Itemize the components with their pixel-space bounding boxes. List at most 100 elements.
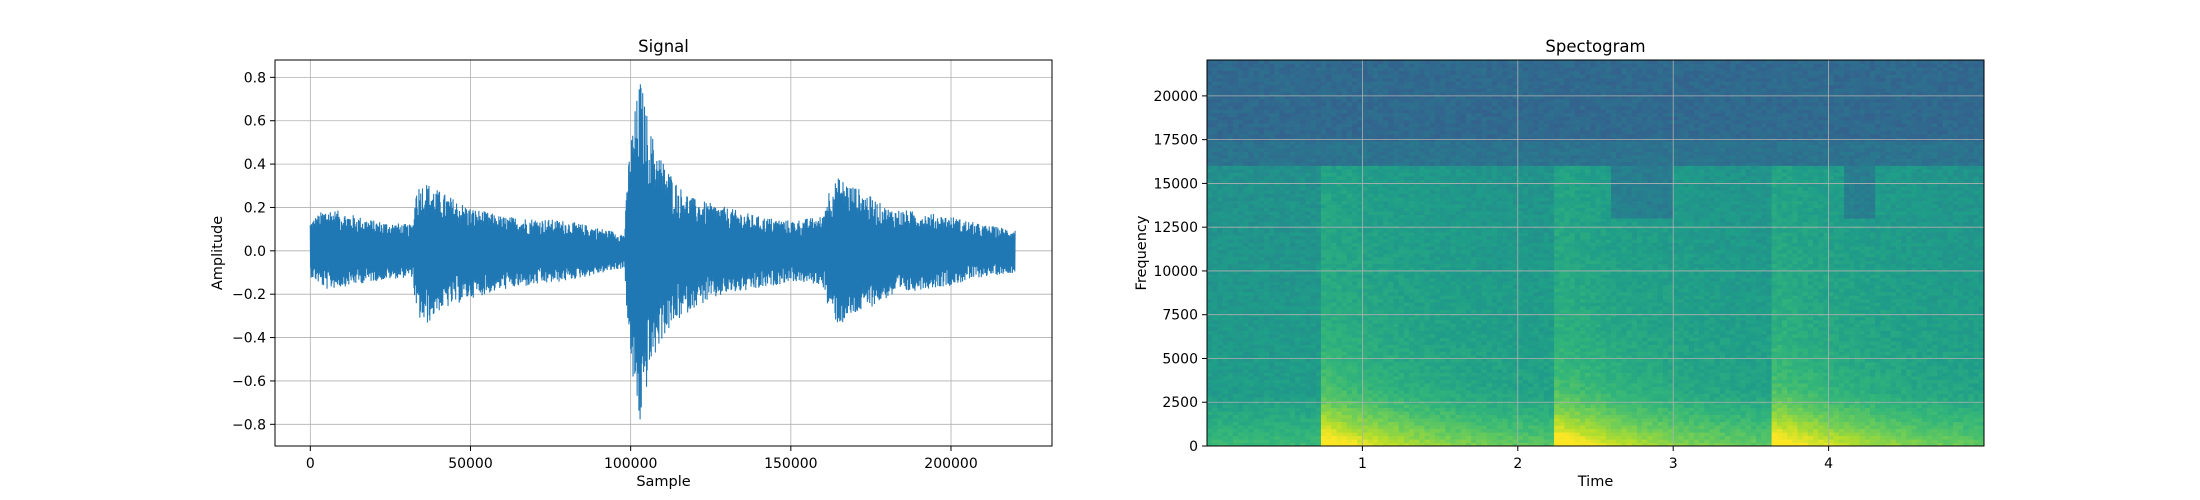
spectrogram-cell: [1243, 60, 1250, 65]
spectrogram-cell: [1300, 105, 1307, 110]
spectrogram-cell: [1357, 284, 1363, 289]
spectrogram-cell: [1331, 375, 1338, 380]
spectrogram-cell: [1222, 277, 1229, 282]
spectrogram-cell: [1388, 281, 1395, 286]
spectrogram-cell: [1263, 354, 1270, 359]
spectrogram-cell: [1414, 431, 1420, 437]
spectrogram-cell: [1310, 140, 1317, 145]
spectrogram-cell: [1362, 319, 1369, 324]
spectrogram-cell: [1295, 263, 1301, 268]
spectrogram-cell: [1232, 302, 1239, 307]
spectrogram-cell: [1232, 424, 1239, 430]
spectrogram-cell: [1403, 196, 1410, 201]
spectrogram-cell: [1320, 193, 1327, 198]
spectrogram-cell: [1326, 67, 1332, 72]
spectrogram-cell: [1357, 74, 1363, 79]
spectrogram-cell: [1295, 95, 1301, 100]
spectrogram-cell: [1248, 340, 1255, 345]
spectrogram-cell: [1258, 119, 1265, 124]
spectrogram-cell: [1367, 319, 1374, 324]
spectrogram-cell: [1336, 323, 1343, 328]
spectrogram-cell: [1305, 424, 1312, 430]
spectrogram-cell: [1315, 84, 1322, 89]
spectrogram-cell: [1217, 231, 1224, 237]
spectrogram-cell: [1263, 214, 1270, 219]
spectrogram-cell: [1222, 60, 1229, 65]
spectrogram-cell: [1346, 123, 1353, 128]
spectrogram-cell: [1388, 74, 1395, 79]
spectrogram-cell: [1419, 351, 1426, 356]
spectrogram-cell: [1300, 340, 1307, 345]
spectrogram-cell: [1352, 158, 1358, 163]
spectrogram-cell: [1248, 368, 1255, 373]
spectrogram-cell: [1310, 414, 1317, 419]
spectrogram-cell: [1212, 284, 1218, 289]
spectrogram-cell: [1419, 393, 1426, 398]
spectrogram-cell: [1310, 98, 1317, 103]
spectrogram-cell: [1409, 442, 1415, 446]
spectrogram-cell: [1274, 354, 1281, 359]
spectrogram-cell: [1419, 238, 1426, 244]
spectrogram-cell: [1429, 119, 1436, 124]
spectrogram-cell: [1274, 165, 1281, 170]
spectrogram-cell: [1331, 438, 1338, 444]
spectrogram-cell: [1263, 442, 1270, 446]
spectrogram-cell: [1279, 88, 1286, 93]
spectrogram-cell: [1258, 147, 1265, 152]
spectrogram-cell: [1305, 245, 1312, 251]
spectrogram-cell: [1331, 379, 1338, 384]
signal-x-tick-label: 50000: [448, 456, 493, 472]
spectrogram-cell: [1336, 431, 1343, 437]
spectrogram-cell: [1315, 133, 1322, 138]
spectrogram-cell: [1352, 375, 1358, 380]
spectrogram-cell: [1424, 228, 1431, 233]
spectrogram-cell: [1341, 84, 1348, 89]
spectrogram-cell: [1414, 242, 1420, 247]
spectrogram-cell: [1429, 424, 1436, 430]
spectrogram-cell: [1362, 428, 1369, 433]
spectrogram-cell: [1212, 158, 1218, 163]
spectrogram-cell: [1352, 256, 1358, 261]
spectrogram-cell: [1434, 130, 1441, 135]
spectrogram-cell: [1403, 214, 1410, 219]
spectrogram-cell: [1227, 214, 1234, 219]
spectrogram-cell: [1227, 119, 1234, 124]
spectrogram-cell: [1310, 386, 1317, 391]
spectrogram-cell: [1424, 382, 1431, 387]
spectrogram-cell: [1315, 442, 1322, 446]
spectrogram-cell: [1295, 337, 1301, 342]
spectrogram-cell: [1222, 207, 1229, 212]
spectrogram-cell: [1414, 182, 1420, 187]
spectrogram-cell: [1362, 291, 1369, 296]
spectrogram-cell: [1331, 84, 1338, 89]
spectrogram-cell: [1424, 386, 1431, 391]
spectrogram-cell: [1279, 116, 1286, 121]
spectrogram-cell: [1222, 263, 1229, 268]
spectrogram-cell: [1207, 179, 1213, 184]
spectrogram-cell: [1434, 217, 1441, 223]
spectrogram-cell: [1346, 154, 1353, 159]
spectrogram-cell: [1217, 337, 1224, 342]
spectrogram-cell: [1336, 91, 1343, 96]
spectrogram-cell: [1253, 193, 1260, 198]
spectrogram-cell: [1305, 431, 1312, 437]
spectrogram-cell: [1331, 281, 1338, 286]
spectrogram-cell: [1372, 340, 1379, 345]
spectrogram-cell: [1362, 123, 1369, 128]
spectrogram-cell: [1300, 77, 1307, 82]
spectrogram-cell: [1409, 354, 1415, 359]
spectrogram-cell: [1310, 396, 1317, 401]
spectrogram-cell: [1429, 302, 1436, 307]
spectrogram-cell: [1429, 105, 1436, 110]
spectrogram-cell: [1341, 365, 1348, 370]
spectrogram-cell: [1315, 77, 1322, 82]
spectrogram-cell: [1269, 270, 1275, 275]
spectrogram-cell: [1243, 98, 1250, 103]
spectrogram-cell: [1434, 354, 1441, 359]
spectrogram-cell: [1429, 326, 1436, 331]
spectrogram-cell: [1315, 67, 1322, 72]
spectrogram-cell: [1419, 347, 1426, 352]
spectrogram-cell: [1315, 175, 1322, 180]
spectrogram-cell: [1377, 361, 1384, 366]
spectrogram-cell: [1429, 60, 1436, 65]
